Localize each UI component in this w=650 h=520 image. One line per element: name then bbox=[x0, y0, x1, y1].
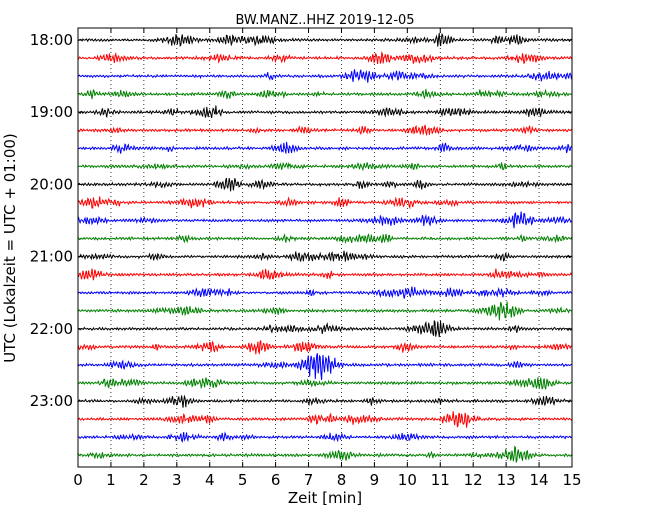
trace-line bbox=[77, 69, 572, 83]
trace-line bbox=[77, 141, 572, 154]
trace-line bbox=[77, 32, 572, 48]
y-axis: 18:00 19:00 20:00 21:00 22:00 23:00 bbox=[30, 31, 572, 410]
trace-line bbox=[77, 50, 572, 65]
x-tick-label: 0 bbox=[73, 471, 83, 489]
x-tick-label: 10 bbox=[398, 471, 417, 489]
trace-line bbox=[77, 431, 572, 443]
y-tick-label: 19:00 bbox=[30, 103, 73, 121]
x-tick-label: 3 bbox=[172, 471, 182, 489]
trace-line bbox=[77, 105, 572, 119]
trace-line bbox=[77, 286, 572, 299]
x-tick-label: 12 bbox=[464, 471, 483, 489]
trace-line bbox=[77, 377, 572, 390]
x-tick-label: 14 bbox=[530, 471, 549, 489]
trace-line bbox=[77, 268, 572, 281]
trace-line bbox=[77, 250, 572, 262]
x-tick-label: 4 bbox=[205, 471, 215, 489]
traces bbox=[77, 32, 572, 463]
x-tick-label: 13 bbox=[497, 471, 516, 489]
trace-line bbox=[77, 394, 572, 408]
trace-line bbox=[77, 211, 572, 229]
trace-line bbox=[77, 301, 572, 321]
y-tick-label: 21:00 bbox=[30, 248, 73, 266]
trace-line bbox=[77, 340, 572, 356]
x-tick-label: 2 bbox=[139, 471, 149, 489]
x-tick-label: 8 bbox=[337, 471, 347, 489]
y-tick-label: 20:00 bbox=[30, 175, 73, 193]
trace-line bbox=[77, 124, 572, 137]
y-tick-label: 23:00 bbox=[30, 392, 73, 410]
trace-line bbox=[77, 320, 572, 338]
trace-line bbox=[77, 161, 572, 172]
x-tick-label: 6 bbox=[271, 471, 281, 489]
trace-line bbox=[77, 411, 572, 428]
y-axis-label: UTC (Lokalzeit = UTC + 01:00) bbox=[1, 133, 19, 363]
x-tick-label: 5 bbox=[238, 471, 248, 489]
trace-line bbox=[77, 177, 572, 192]
plot-frame bbox=[77, 27, 573, 468]
x-tick-label: 11 bbox=[431, 471, 450, 489]
x-tick-label: 9 bbox=[370, 471, 380, 489]
x-tick-label: 7 bbox=[304, 471, 314, 489]
x-axis: 0 1 2 3 4 5 6 7 8 9 10 11 12 13 14 15 bbox=[73, 28, 582, 489]
trace-line bbox=[77, 196, 572, 210]
x-axis-label: Zeit [min] bbox=[288, 489, 362, 507]
y-tick-label: 22:00 bbox=[30, 320, 73, 338]
x-tick-label: 1 bbox=[106, 471, 116, 489]
y-tick-label: 18:00 bbox=[30, 31, 73, 49]
chart-title: BW.MANZ..HHZ 2019-12-05 bbox=[235, 13, 414, 28]
trace-line bbox=[77, 88, 572, 100]
x-tick-label: 15 bbox=[562, 471, 581, 489]
trace-line bbox=[77, 353, 572, 380]
trace-line bbox=[77, 445, 572, 463]
trace-line bbox=[77, 232, 572, 245]
